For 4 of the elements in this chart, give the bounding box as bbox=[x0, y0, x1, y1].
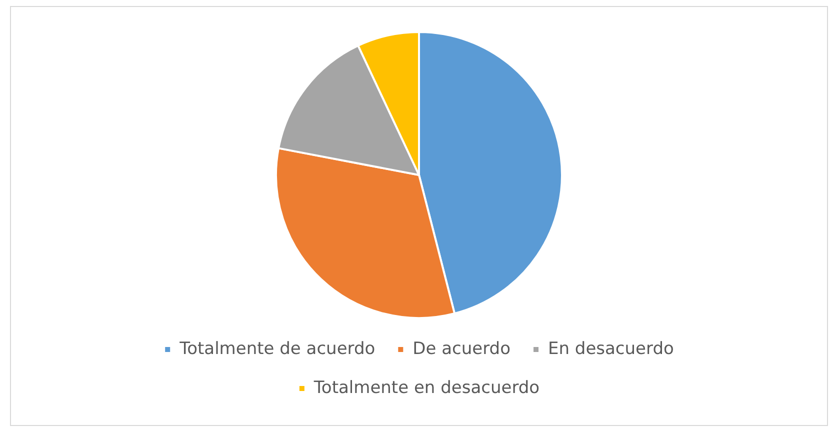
legend-label: Totalmente de acuerdo bbox=[178, 338, 376, 359]
legend-label: Totalmente en desacuerdo bbox=[312, 378, 540, 398]
legend-label: De acuerdo bbox=[412, 338, 511, 359]
legend-label: En desacuerdo bbox=[548, 338, 674, 359]
